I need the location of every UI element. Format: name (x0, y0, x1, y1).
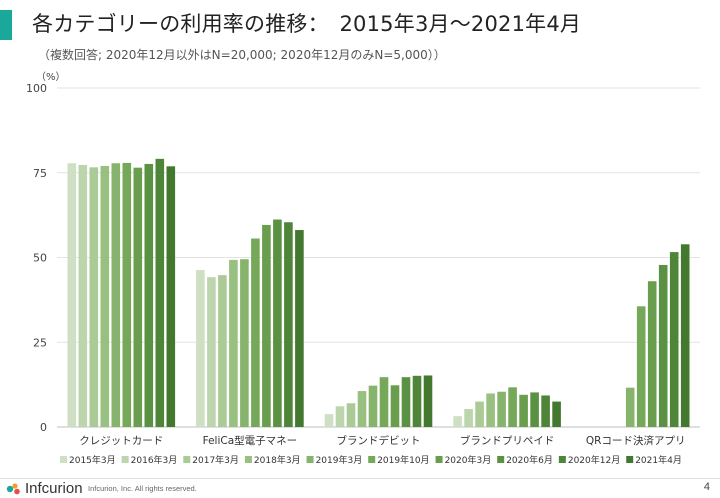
bar (218, 275, 227, 427)
legend-swatch (558, 456, 566, 463)
legend-swatch (244, 456, 252, 463)
bar (240, 259, 249, 427)
bar (335, 406, 345, 427)
bar (144, 163, 154, 427)
legend-swatch (626, 456, 634, 463)
legend-label: 2019年3月 (316, 454, 363, 466)
bar (658, 264, 668, 427)
bar (453, 416, 462, 427)
x-category-label: クレジットカード (79, 435, 163, 447)
page-number: 4 (703, 481, 710, 493)
bar (133, 167, 143, 428)
bar (324, 414, 334, 427)
y-tick-label: 75 (33, 167, 47, 180)
legend-label: 2016年3月 (131, 454, 178, 466)
bar (100, 165, 110, 427)
bar (229, 259, 238, 427)
bar (357, 391, 367, 427)
bar (196, 270, 205, 427)
bar (390, 385, 400, 427)
legend-label: 2019年10月 (377, 454, 429, 466)
legend-swatch (306, 456, 314, 463)
bar (89, 167, 99, 428)
x-category-label: QRコード決済アプリ (586, 434, 686, 447)
bar (486, 393, 495, 427)
bar (464, 409, 473, 427)
legend-label: 2015年3月 (69, 454, 116, 466)
bar (155, 158, 165, 427)
bar (379, 377, 389, 427)
bar (423, 375, 433, 427)
y-tick-label: 0 (40, 421, 47, 434)
bar (346, 403, 356, 427)
bar (122, 162, 132, 427)
bar (251, 238, 260, 427)
legend-label: 2018年3月 (254, 454, 301, 466)
legend-swatch (368, 456, 376, 463)
bar (67, 163, 77, 427)
bar (207, 277, 216, 427)
bar (273, 219, 282, 427)
legend-swatch (121, 456, 129, 463)
x-category-label: ブランドデビット (337, 434, 421, 447)
bar (530, 392, 539, 427)
copyright-text: Infcurion, Inc. All rights reserved. (88, 484, 197, 493)
bar (368, 385, 378, 427)
bar (284, 222, 293, 427)
bar (78, 164, 88, 427)
y-tick-label: 100 (26, 82, 47, 95)
bar (475, 401, 484, 427)
bar-chart: 0 25 50 75 100（%） クレジットカード FeliCa型電子マネー ブランドデビッ… (26, 71, 700, 466)
y-tick-label: 25 (33, 336, 47, 349)
bar (680, 244, 690, 427)
y-axis-label: （%） (36, 71, 66, 83)
bar (497, 391, 506, 427)
legend-label: 2020年12月 (568, 454, 620, 466)
legend-swatch (435, 456, 443, 463)
bar (636, 306, 646, 427)
bar (508, 387, 517, 427)
legend-swatch (60, 456, 67, 463)
page-subtitle: （複数回答; 2020年12月以外はN=20,000; 2020年12月のみN=… (38, 48, 446, 62)
legend-label: 2020年6月 (506, 454, 553, 466)
title-accent-bar (0, 10, 12, 40)
bar (262, 224, 271, 427)
legend-swatch (183, 456, 191, 463)
legend-label: 2020年3月 (445, 454, 492, 466)
logo-text: Infcurion (25, 480, 83, 497)
bar (401, 377, 411, 427)
page-title: 各カテゴリーの利用率の推移： 2015年3月～2021年4月 (32, 12, 582, 36)
bar (647, 281, 657, 427)
bar (519, 394, 528, 427)
bar (111, 163, 121, 427)
bar (541, 395, 550, 427)
legend-swatch (497, 456, 505, 463)
bar (552, 401, 561, 427)
x-category-label: FeliCa型電子マネー (203, 434, 298, 447)
legend-label: 2021年4月 (635, 454, 682, 466)
footer-divider (0, 478, 720, 479)
x-category-label: ブランドプリペイド (460, 434, 555, 447)
bar (625, 387, 635, 427)
bar (669, 252, 679, 427)
bar (166, 166, 176, 427)
company-logo: Infcurion (6, 480, 83, 497)
infcurion-logo-icon (6, 482, 20, 494)
bar (295, 230, 304, 427)
bar (412, 375, 422, 427)
y-tick-label: 50 (33, 252, 47, 265)
legend-label: 2017年3月 (192, 454, 239, 466)
